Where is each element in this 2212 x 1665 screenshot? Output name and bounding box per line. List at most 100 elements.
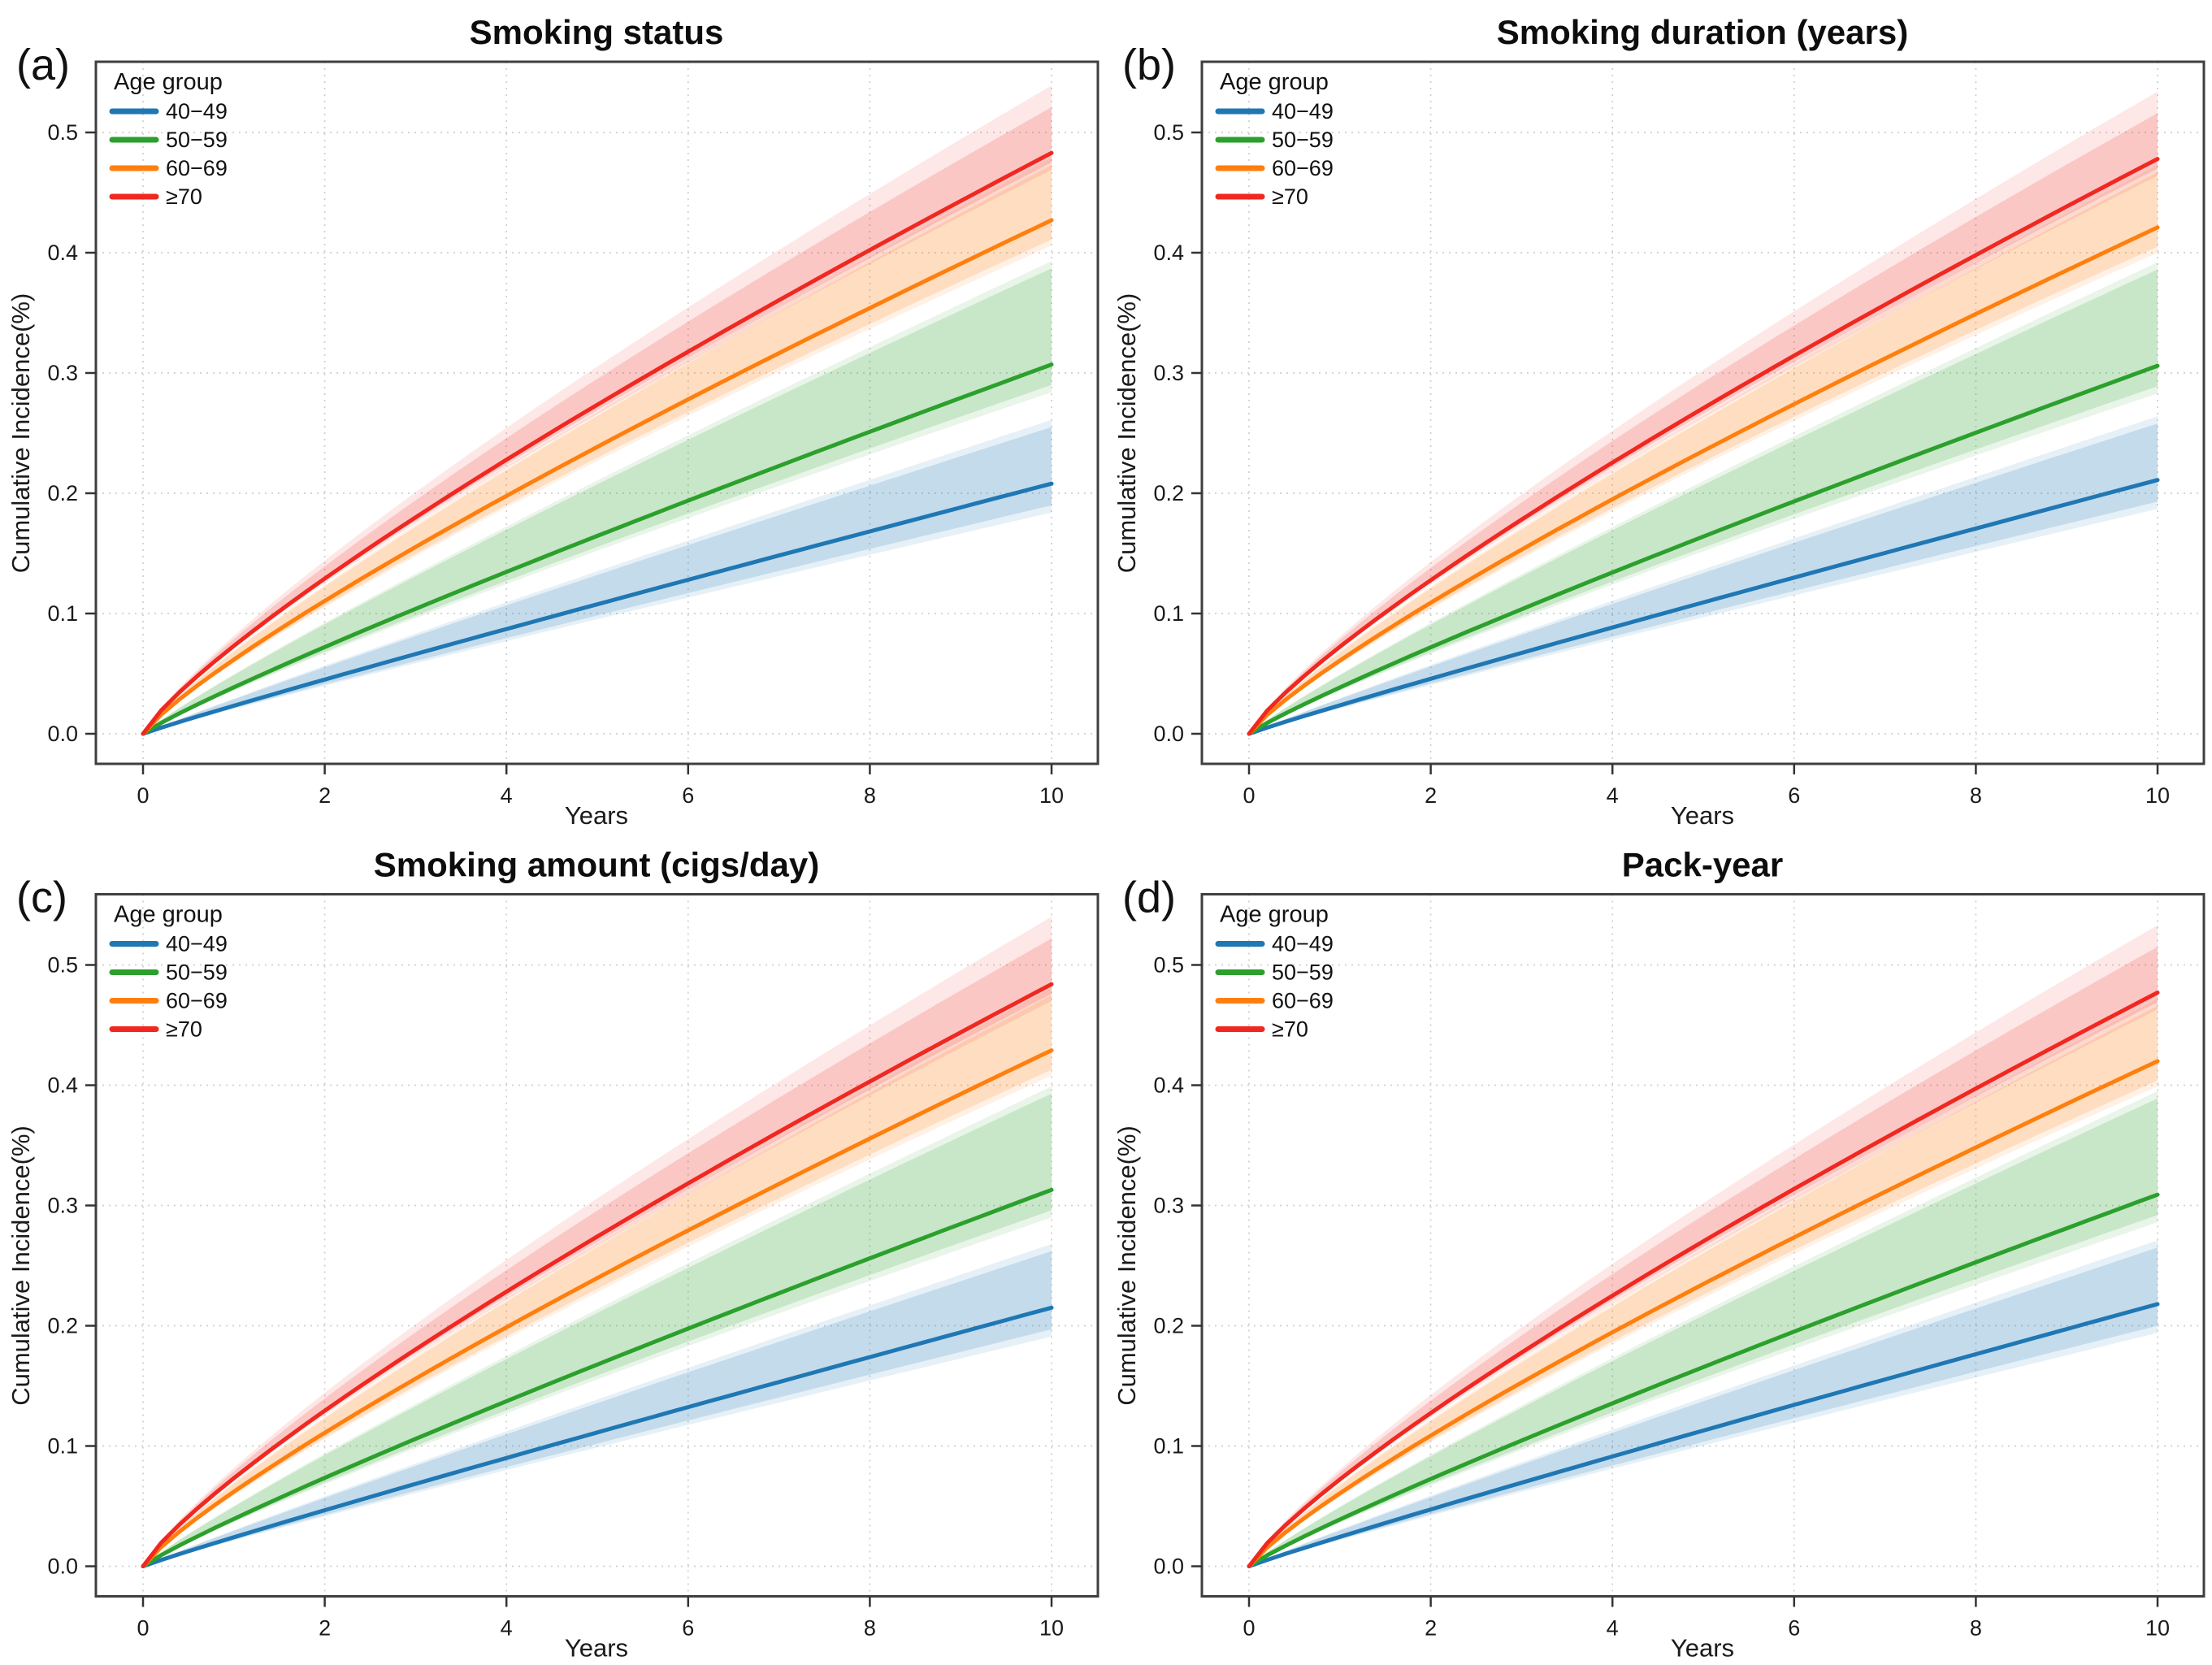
y-tick-label: 0.4: [47, 1073, 78, 1098]
series-line-60−69: [1247, 225, 2160, 736]
x-tick-label: 8: [1970, 783, 1982, 808]
confidence-band-outer: [143, 917, 1052, 1567]
series-line-50−59: [1247, 1192, 2160, 1568]
x-tick-label: 8: [1970, 1616, 1982, 1641]
chart-area: 0 2 4 6 8 10 0.0 0.1 0.2 0.3 0.4 0.5 Age group 40−49 5…: [1153, 60, 2205, 808]
x-tick-label: 4: [1607, 783, 1619, 808]
x-tick-label: 6: [1788, 783, 1800, 808]
confidence-band-outer: [1249, 262, 2158, 734]
legend-label-60−69: 60−69: [166, 989, 228, 1013]
legend-label-50−59: 50−59: [166, 128, 228, 152]
axis-frame: [94, 60, 1099, 765]
y-axis-label: Cumulative Incidence(%): [7, 293, 35, 574]
series-line-40−49: [141, 481, 1054, 736]
y-tick-label: 0.3: [47, 1194, 78, 1218]
y-tick-label: 0.1: [47, 601, 78, 626]
confidence-band-inner: [1249, 269, 2158, 734]
series-line-≥70: [1247, 157, 2160, 736]
y-tick-label: 0.4: [1153, 241, 1184, 265]
legend-label-40−49: 40−49: [1272, 932, 1334, 956]
series-line-50−59: [141, 362, 1054, 736]
y-tick-label: 0.2: [47, 1314, 78, 1338]
confidence-band-inner: [143, 938, 1052, 1567]
chart-area: 0 2 4 6 8 10 0.0 0.1 0.2 0.3 0.4 0.5 Age group 40−49 5…: [47, 893, 1099, 1641]
x-tick-label: 4: [501, 783, 513, 808]
x-tick-label: 0: [137, 1616, 149, 1641]
x-tick-label: 0: [1243, 1616, 1255, 1641]
confidence-band-outer: [1249, 1090, 2158, 1567]
x-tick-label: 10: [2145, 783, 2170, 808]
confidence-band-outer: [1249, 416, 2158, 734]
y-tick-label: 0.0: [1153, 722, 1184, 746]
x-axis-label: Years: [565, 1634, 628, 1663]
series-line-40−49: [1247, 1302, 2160, 1568]
y-tick-label: 0.4: [1153, 1073, 1184, 1098]
confidence-band-inner: [1249, 1098, 2158, 1567]
confidence-band-outer: [143, 419, 1052, 734]
confidence-band-inner: [1249, 1247, 2158, 1567]
panel-title: Smoking duration (years): [1497, 13, 1908, 51]
y-tick-label: 0.3: [1153, 361, 1184, 385]
y-tick-label: 0.5: [1153, 953, 1184, 978]
x-tick-label: 8: [864, 783, 876, 808]
x-tick-label: 2: [1425, 1616, 1437, 1641]
series-line-50−59: [141, 1187, 1054, 1568]
legend-title: Age group: [1220, 69, 1329, 95]
panel-letter: (a): [16, 41, 70, 89]
chart-area: 0 2 4 6 8 10 0.0 0.1 0.2 0.3 0.4 0.5 Age group 40−49 5…: [47, 60, 1099, 808]
legend-title: Age group: [114, 902, 223, 928]
x-tick-label: 8: [864, 1616, 876, 1641]
legend-label-40−49: 40−49: [166, 932, 228, 956]
panel-b-smoking-duration: 0 2 4 6 8 10 0.0 0.1 0.2 0.3 0.4 0.5 Age group 40−49 5…: [1106, 0, 2212, 832]
confidence-band-outer: [143, 85, 1052, 735]
legend-label-60−69: 60−69: [1272, 989, 1334, 1013]
confidence-band-outer: [1249, 91, 2158, 734]
plot-smoking-duration: 0 2 4 6 8 10 0.0 0.1 0.2 0.3 0.4 0.5 Age group 40−49 5…: [1113, 13, 2205, 830]
chart-area: 0 2 4 6 8 10 0.0 0.1 0.2 0.3 0.4 0.5 Age group 40−49 5…: [1153, 893, 2205, 1641]
series-line-40−49: [1247, 478, 2160, 736]
series-line-60−69: [1247, 1059, 2160, 1568]
plot-smoking-amount: 0 2 4 6 8 10 0.0 0.1 0.2 0.3 0.4 0.5 Age group 40−49 5…: [7, 846, 1099, 1663]
series-line-40−49: [141, 1305, 1054, 1568]
y-axis-label: Cumulative Incidence(%): [1113, 293, 1141, 574]
legend-label-≥70: ≥70: [166, 184, 202, 209]
y-tick-label: 0.1: [1153, 1434, 1184, 1459]
legend-label-40−49: 40−49: [1272, 99, 1334, 124]
y-tick-label: 0.3: [1153, 1194, 1184, 1218]
confidence-band-inner: [143, 1093, 1052, 1567]
confidence-band-outer: [143, 1243, 1052, 1567]
legend-title: Age group: [114, 69, 223, 95]
legend-label-≥70: ≥70: [1272, 184, 1308, 209]
x-tick-label: 6: [682, 783, 694, 808]
x-tick-label: 0: [1243, 783, 1255, 808]
y-tick-label: 0.0: [47, 1554, 78, 1579]
legend-label-≥70: ≥70: [166, 1017, 202, 1042]
x-axis-label: Years: [1671, 1634, 1734, 1663]
panel-c-smoking-amount: 0 2 4 6 8 10 0.0 0.1 0.2 0.3 0.4 0.5 Age group 40−49 5…: [0, 832, 1106, 1665]
x-tick-label: 4: [501, 1616, 513, 1641]
x-axis-label: Years: [1671, 801, 1734, 830]
y-tick-label: 0.5: [47, 120, 78, 145]
series-line-≥70: [141, 982, 1054, 1568]
x-tick-label: 10: [1039, 1616, 1064, 1641]
x-tick-label: 4: [1607, 1616, 1619, 1641]
y-tick-label: 0.2: [47, 481, 78, 505]
legend-label-40−49: 40−49: [166, 99, 228, 124]
panel-letter: (c): [16, 874, 67, 922]
confidence-band-outer: [1249, 1240, 2158, 1567]
y-tick-label: 0.1: [47, 1434, 78, 1459]
panel-title: Smoking status: [470, 13, 724, 51]
y-tick-label: 0.2: [1153, 481, 1184, 505]
series-line-≥70: [1247, 991, 2160, 1568]
legend-label-60−69: 60−69: [166, 156, 228, 180]
panel-letter: (b): [1122, 41, 1176, 89]
y-tick-label: 0.1: [1153, 601, 1184, 626]
confidence-band-inner: [1249, 113, 2158, 735]
y-tick-label: 0.5: [47, 953, 78, 978]
confidence-band-inner: [143, 165, 1052, 734]
panel-title: Smoking amount (cigs/day): [374, 846, 819, 884]
series-line-60−69: [141, 1048, 1054, 1568]
x-axis-label: Years: [565, 801, 628, 830]
legend-label-50−59: 50−59: [1272, 128, 1334, 152]
